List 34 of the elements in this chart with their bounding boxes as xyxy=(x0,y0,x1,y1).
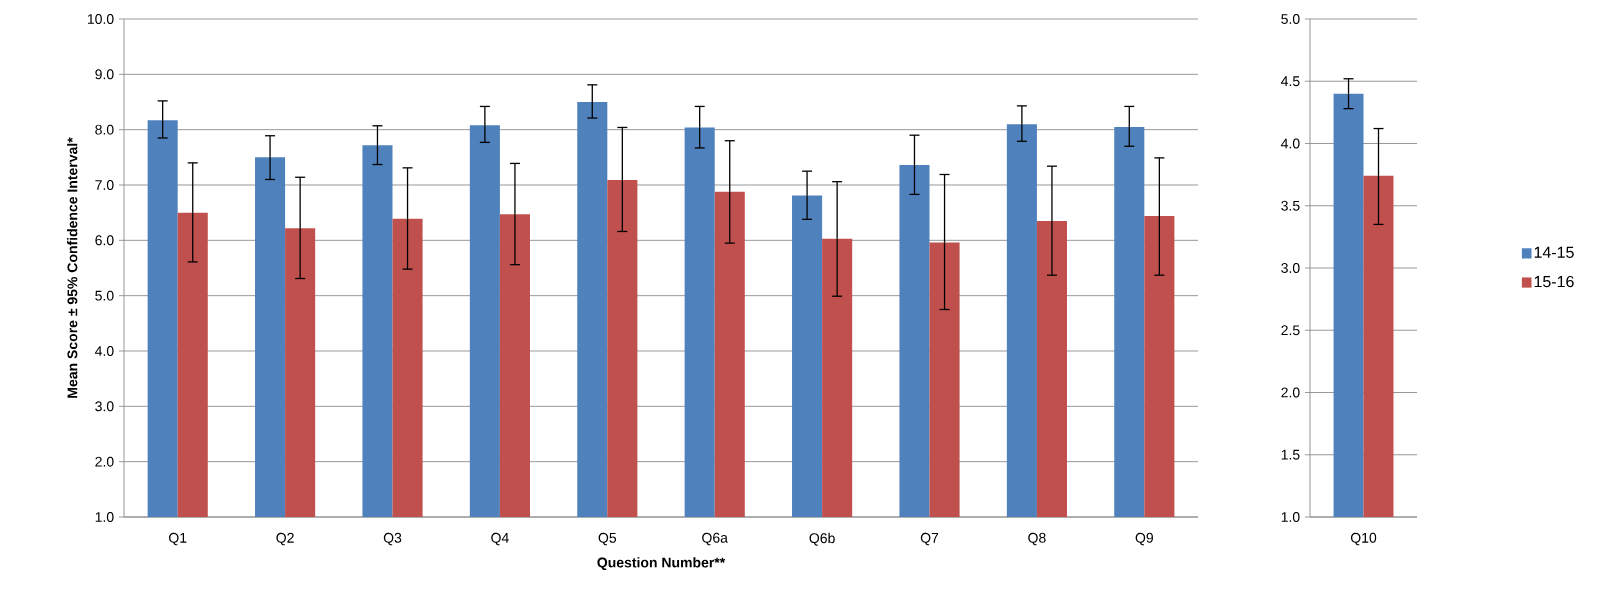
legend-label: 14-15 xyxy=(1534,246,1574,258)
y-tick-label: 3.5 xyxy=(1281,200,1300,211)
y-tick-label: 4.5 xyxy=(1281,76,1300,87)
y-tick-label: 4.0 xyxy=(1281,138,1300,149)
x-tick-label: Q9 xyxy=(1135,532,1153,546)
y-axis-title: Mean Score ± 95% Confidence Interval* xyxy=(67,137,78,398)
x-tick-label: Q6b xyxy=(809,532,835,546)
y-tick-label: 5.0 xyxy=(95,290,114,301)
y-tick-label: 6.0 xyxy=(95,235,114,246)
x-tick-label: Q7 xyxy=(920,532,939,546)
y-tick-label: 9.0 xyxy=(95,69,114,80)
x-tick-label: Q8 xyxy=(1028,532,1046,546)
y-tick-label: 2.0 xyxy=(1281,387,1300,398)
x-tick-label: Q3 xyxy=(383,532,402,546)
y-tick-label: 8.0 xyxy=(95,124,114,135)
legend-label: 15-16 xyxy=(1534,275,1574,288)
x-tick-label: Q5 xyxy=(598,532,617,546)
y-tick-label: 1.5 xyxy=(1281,449,1300,460)
x-tick-label: Q1 xyxy=(169,532,187,546)
x-tick-label: Q6a xyxy=(702,532,728,546)
y-tick-label: 3.0 xyxy=(95,401,114,412)
y-tick-label: 10.0 xyxy=(87,14,114,24)
x-tick-label: Q10 xyxy=(1350,532,1377,546)
y-tick-label: 2.5 xyxy=(1281,325,1300,336)
x-tick-label: Q4 xyxy=(491,532,509,546)
x-tick-label: Q2 xyxy=(276,532,294,546)
y-tick-label: 4.0 xyxy=(95,346,114,356)
y-tick-label: 5.0 xyxy=(1281,14,1300,24)
x-axis-title: Question Number** xyxy=(597,557,726,571)
y-tick-label: 2.0 xyxy=(95,456,114,467)
y-tick-label: 1.0 xyxy=(95,512,114,522)
y-tick-label: 7.0 xyxy=(95,180,114,190)
y-tick-label: 1.0 xyxy=(1281,512,1300,522)
y-tick-label: 3.0 xyxy=(1281,263,1300,273)
